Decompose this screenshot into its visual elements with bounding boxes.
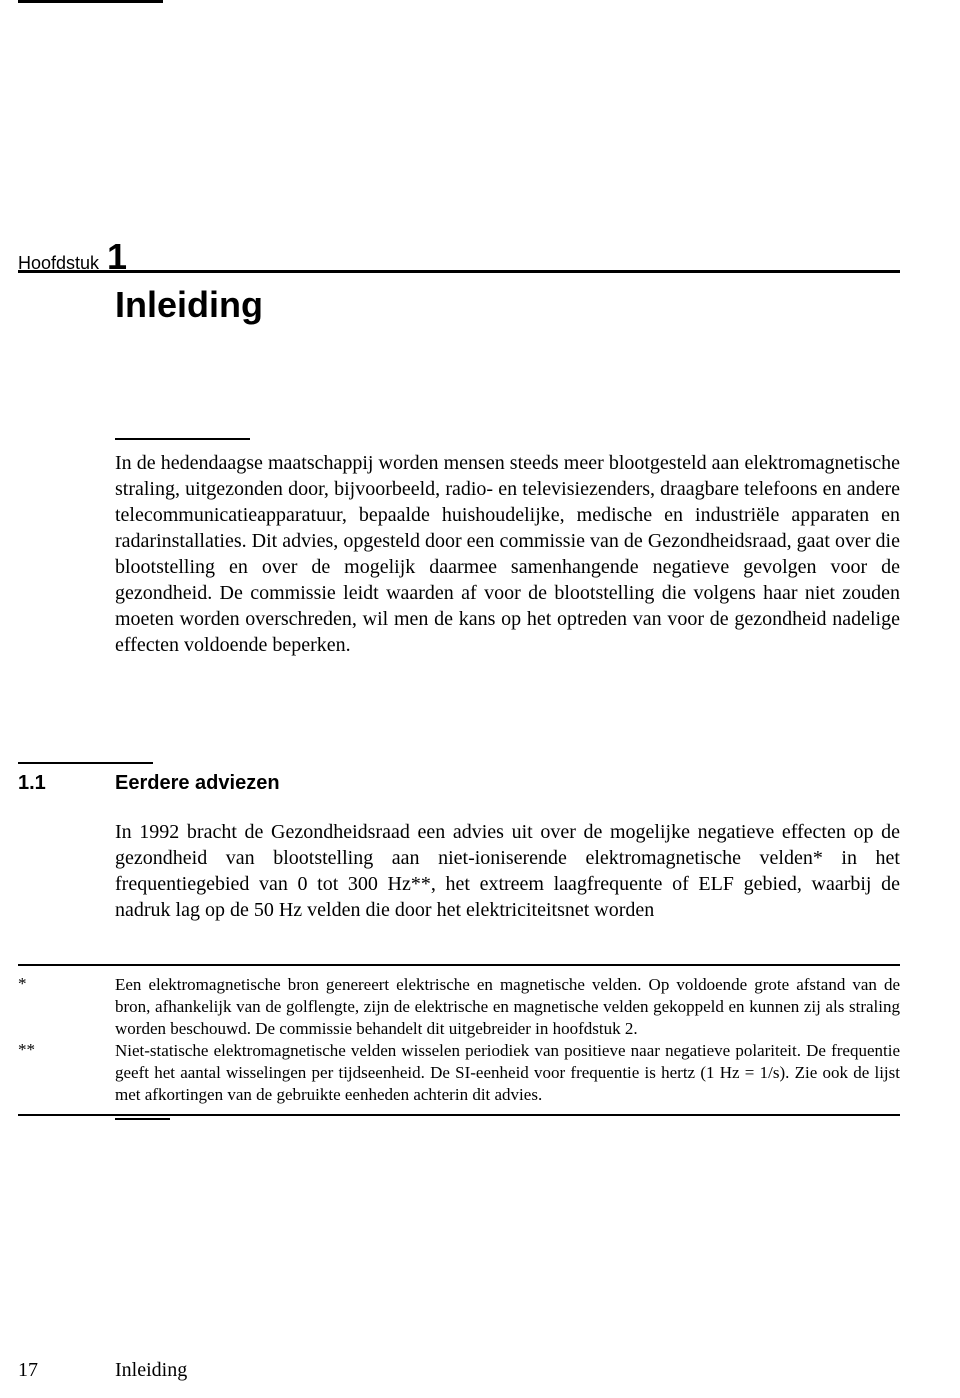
section-number: 1.1 — [18, 772, 115, 795]
section-paragraph: In 1992 bracht de Gezondheidsraad een ad… — [115, 819, 900, 923]
footnote-mark: * — [18, 974, 115, 994]
page-footer: 17 Inleiding — [18, 1359, 187, 1382]
chapter-title: Inleiding — [115, 284, 263, 326]
section-short-rule — [18, 762, 153, 764]
footnote-rule-top — [18, 964, 900, 966]
footnote-block: * Een elektromagnetische bron genereert … — [18, 964, 900, 1120]
footnote-mark: ** — [18, 1040, 115, 1060]
footnote-text: Een elektromagnetische bron genereert el… — [115, 974, 900, 1040]
intro-paragraph: In de hedendaagse maatschappij worden me… — [115, 450, 900, 658]
top-short-rule — [18, 0, 163, 3]
footnote-rule-bottom — [18, 1114, 900, 1116]
footnote-inner-rule — [115, 1118, 170, 1120]
section-title: Eerdere adviezen — [115, 772, 280, 795]
footnote-row: ** Niet-statische elektromagnetische vel… — [18, 1040, 900, 1106]
running-title: Inleiding — [115, 1359, 187, 1382]
intro-block: In de hedendaagse maatschappij worden me… — [115, 438, 900, 658]
page-number: 17 — [18, 1359, 115, 1382]
intro-short-rule — [115, 438, 250, 440]
footnote-row: * Een elektromagnetische bron genereert … — [18, 974, 900, 1040]
footnote-text: Niet-statische elektromagnetische velden… — [115, 1040, 900, 1106]
section-block: 1.1 Eerdere adviezen In 1992 bracht de G… — [18, 762, 900, 923]
chapter-rule — [18, 270, 900, 273]
